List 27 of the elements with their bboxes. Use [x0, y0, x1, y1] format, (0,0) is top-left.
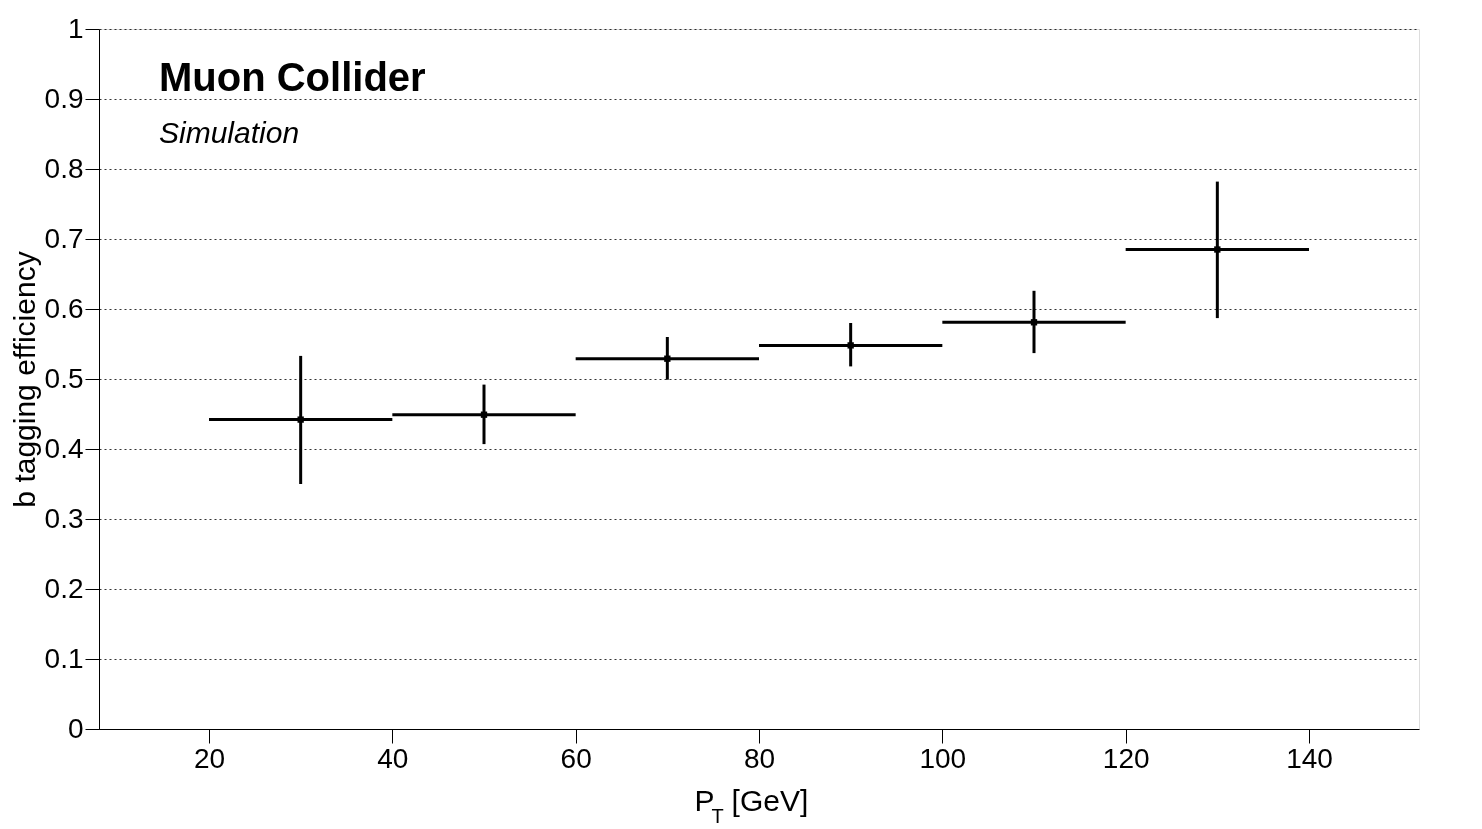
- x-tick-label: 140: [1286, 742, 1333, 774]
- y-tick-label: 0.1: [44, 642, 84, 674]
- x-tick-label: 20: [193, 742, 226, 774]
- y-axis-title: b tagging efficiency: [7, 251, 41, 508]
- x-tick-label: 120: [1102, 742, 1150, 774]
- point: [847, 342, 854, 349]
- x-tick-label: 100: [919, 742, 967, 774]
- y-tick-label: 1: [67, 12, 84, 44]
- y-tick-label: 0.7: [44, 222, 84, 254]
- y-tick-label: 0.9: [44, 82, 84, 114]
- y-tick-label: 0.3: [44, 502, 84, 534]
- x-tick-label: 80: [743, 742, 776, 774]
- y-tick-label: 0.4: [44, 432, 84, 464]
- y-tick-label: 0.8: [44, 152, 84, 184]
- y-tick-label: 0.6: [44, 292, 84, 324]
- point: [480, 411, 488, 418]
- annotation: Simulation: [159, 116, 300, 149]
- x-tick-label: 60: [560, 742, 592, 774]
- y-tick-label: 0: [67, 712, 84, 744]
- y-tick-label: 0.5: [44, 362, 84, 394]
- annotation: Muon Collider: [159, 55, 426, 99]
- x-tick-label: 40: [377, 742, 409, 774]
- point: [664, 355, 671, 362]
- point: [1030, 319, 1038, 326]
- point: [297, 416, 304, 423]
- point: [1214, 246, 1221, 253]
- y-tick-label: 0.2: [44, 572, 84, 604]
